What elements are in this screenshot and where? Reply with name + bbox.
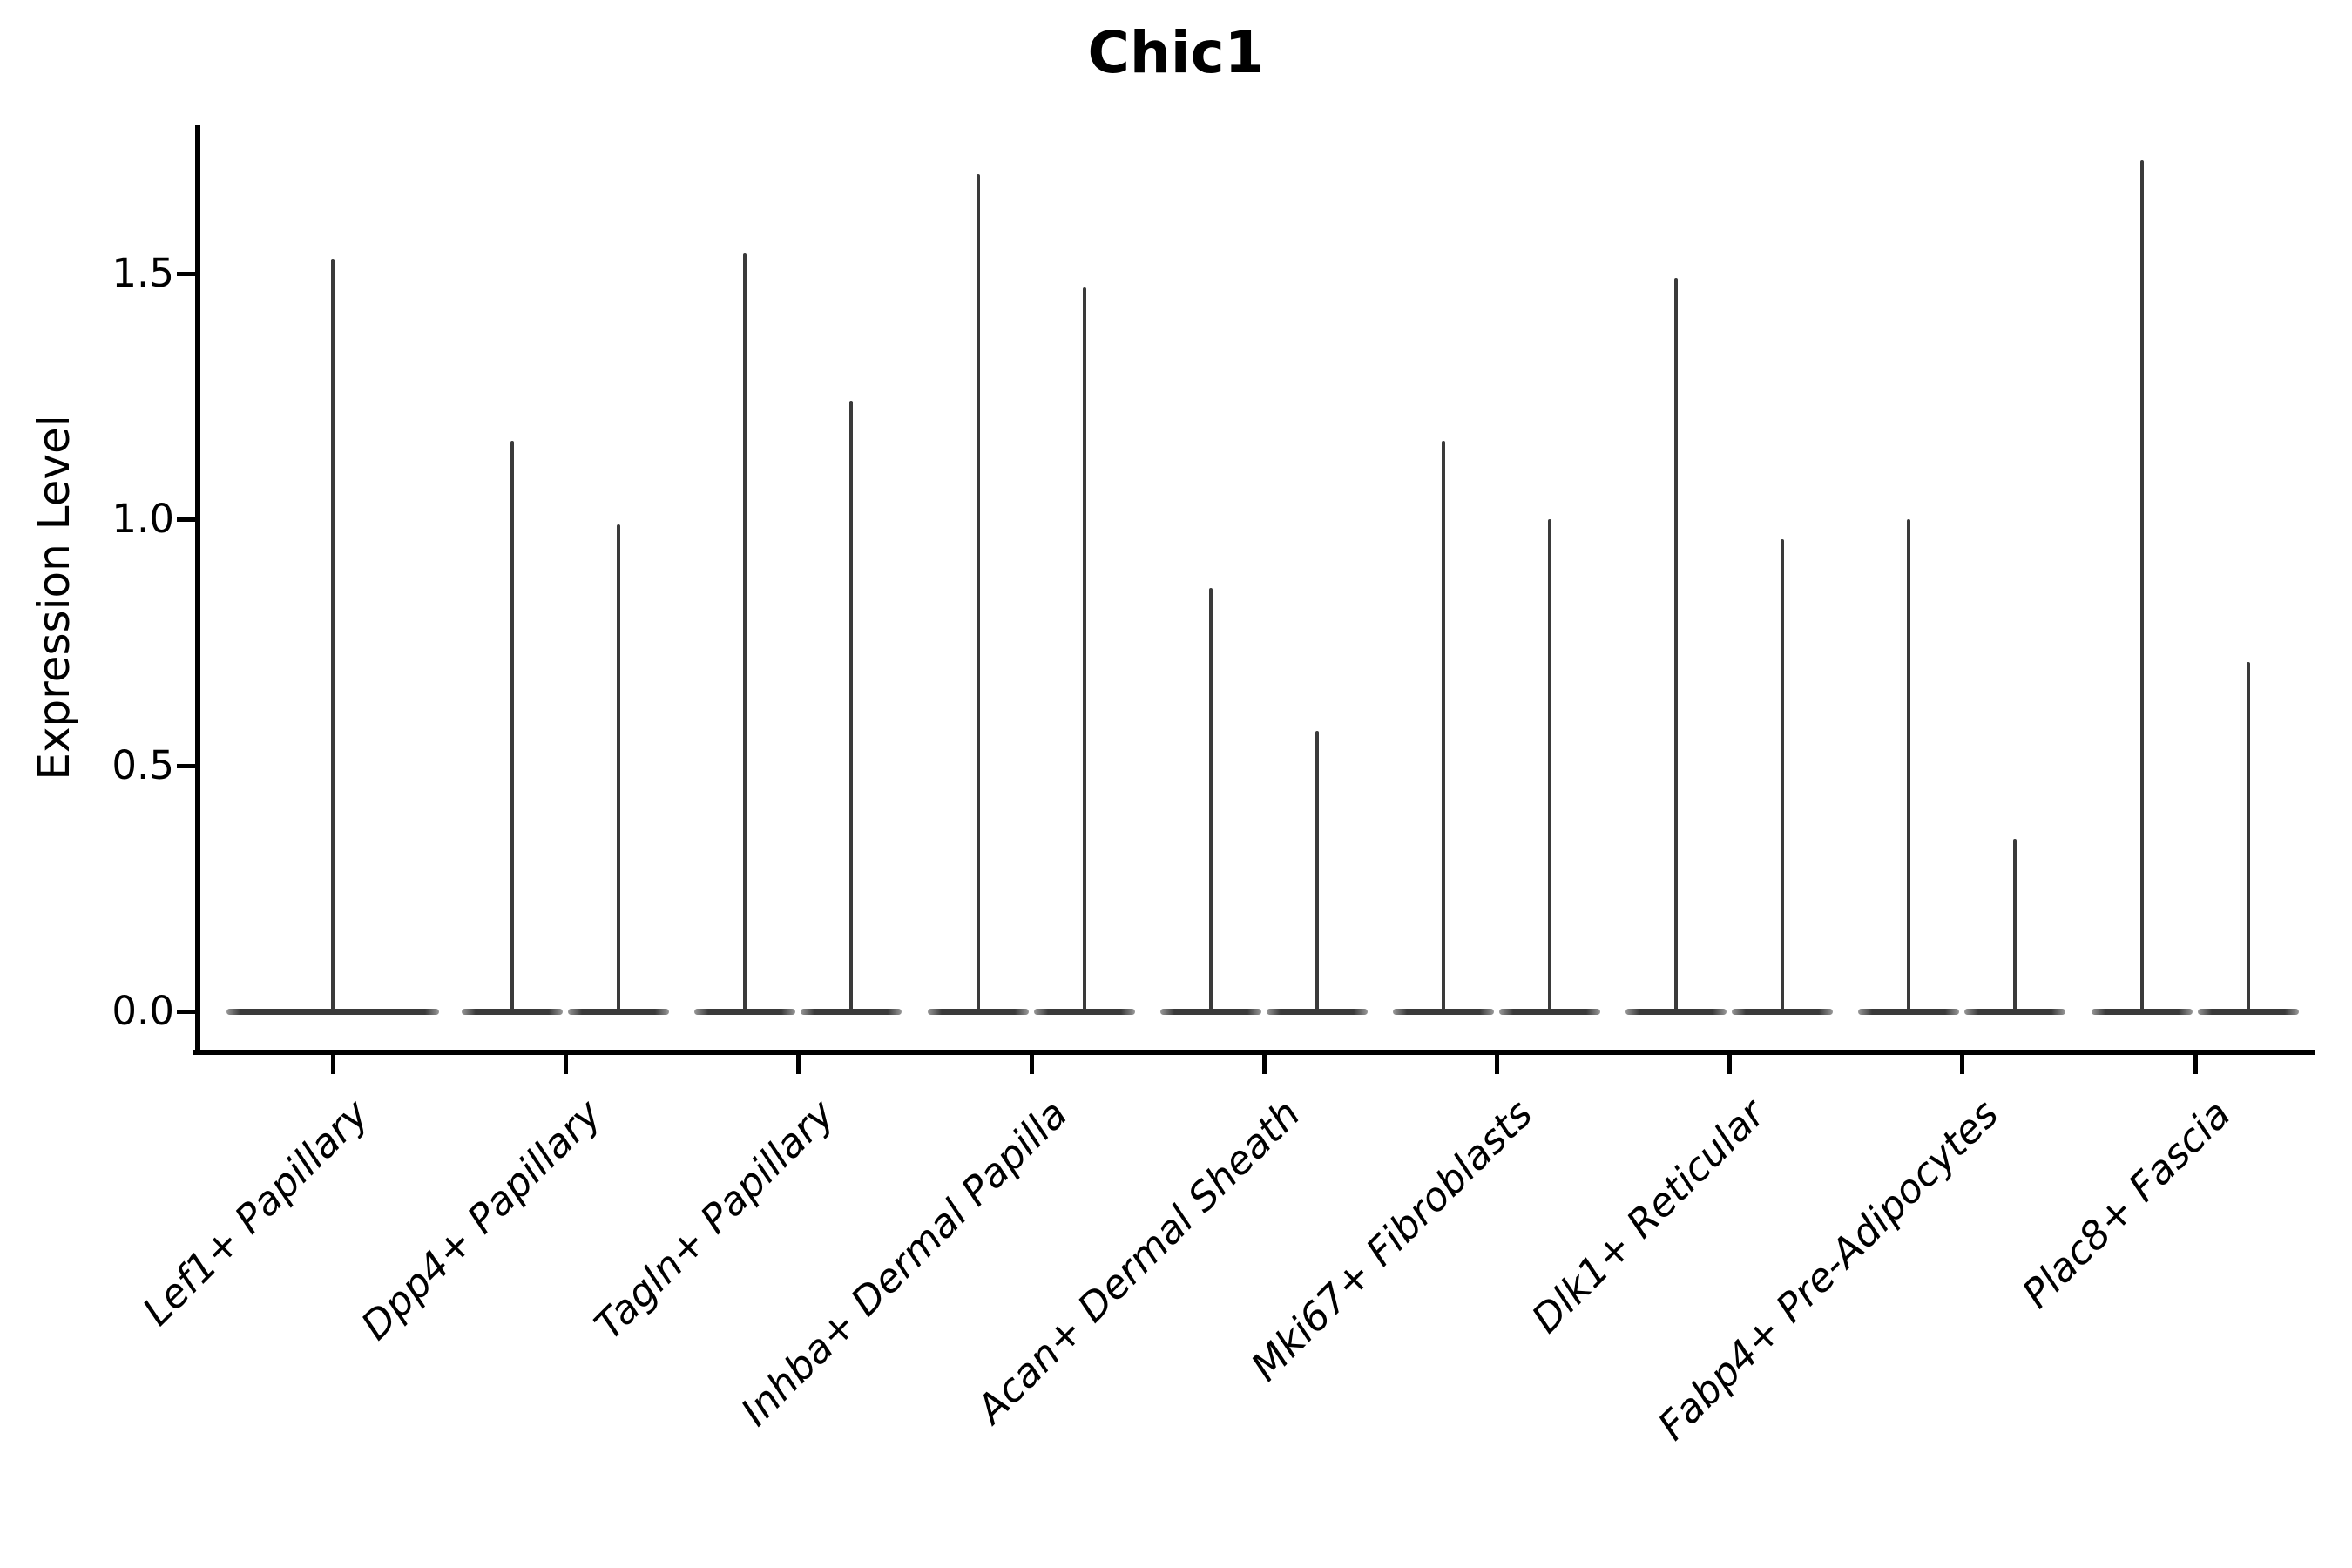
violin-base	[462, 1009, 564, 1015]
y-tick-label: 1.0	[112, 496, 174, 542]
violin-spike	[2139, 160, 2144, 1011]
violin-spike	[617, 524, 621, 1011]
violin-base	[927, 1009, 1029, 1015]
x-tick	[1261, 1055, 1267, 1074]
violin-base	[1266, 1009, 1368, 1015]
x-tick-label: Dlk1+ Reticular	[1523, 1091, 1774, 1342]
violin-base	[1732, 1009, 1834, 1015]
x-tick	[1029, 1055, 1034, 1074]
violin-base	[2197, 1009, 2299, 1015]
x-tick	[1727, 1055, 1733, 1074]
chart-title: Chic1	[1087, 19, 1265, 86]
violin-base	[226, 1009, 439, 1015]
violin-base	[1159, 1009, 1261, 1015]
x-tick	[1960, 1055, 1965, 1074]
violin-base	[1625, 1009, 1727, 1015]
y-tick	[177, 271, 196, 276]
y-tick-label: 1.5	[112, 249, 174, 296]
violin-spike	[510, 441, 515, 1011]
violin-base	[694, 1009, 796, 1015]
violin-spike	[1442, 441, 1445, 1011]
y-axis-label: Expression Level	[29, 415, 79, 781]
violin-spike	[1548, 519, 1551, 1011]
y-tick	[177, 517, 196, 522]
y-axis-spine	[195, 125, 200, 1055]
violin-spike	[2246, 662, 2250, 1011]
violin-base	[1858, 1009, 1960, 1015]
y-tick-label: 0.0	[112, 988, 174, 1034]
x-tick-label: Dpp4+ Papillary	[352, 1091, 611, 1349]
violin-spike	[2013, 839, 2017, 1011]
violin-spike	[1674, 278, 1679, 1011]
y-tick-label: 0.5	[112, 741, 174, 788]
y-tick	[177, 763, 196, 768]
x-tick-label: Tagln+ Papillary	[585, 1091, 843, 1348]
violin-spike	[1315, 731, 1319, 1011]
violin-base	[2091, 1009, 2193, 1015]
x-tick-label: Lef1+ Papillary	[133, 1091, 378, 1335]
x-tick	[796, 1055, 801, 1074]
violin-spike	[976, 174, 980, 1011]
violin-base	[568, 1009, 670, 1015]
x-axis-spine	[193, 1050, 2315, 1055]
violin-base	[1393, 1009, 1494, 1015]
violin-base	[1499, 1009, 1600, 1015]
x-tick	[564, 1055, 569, 1074]
x-tick	[1495, 1055, 1499, 1074]
violin-base	[1033, 1009, 1135, 1015]
violin-spike	[1907, 519, 1911, 1011]
y-tick	[177, 1010, 196, 1014]
x-tick	[331, 1055, 335, 1074]
violin-spike	[1781, 539, 1785, 1011]
violin-base	[1964, 1009, 2066, 1015]
violin-spike	[1208, 588, 1213, 1011]
x-tick	[2193, 1055, 2198, 1074]
violin-base	[801, 1009, 902, 1015]
violin-spike	[849, 401, 854, 1011]
violin-spike	[331, 259, 335, 1011]
x-tick-label: Plac8+ Fascia	[2013, 1091, 2240, 1317]
violin-spike	[743, 253, 747, 1011]
violin-spike	[1082, 287, 1086, 1011]
